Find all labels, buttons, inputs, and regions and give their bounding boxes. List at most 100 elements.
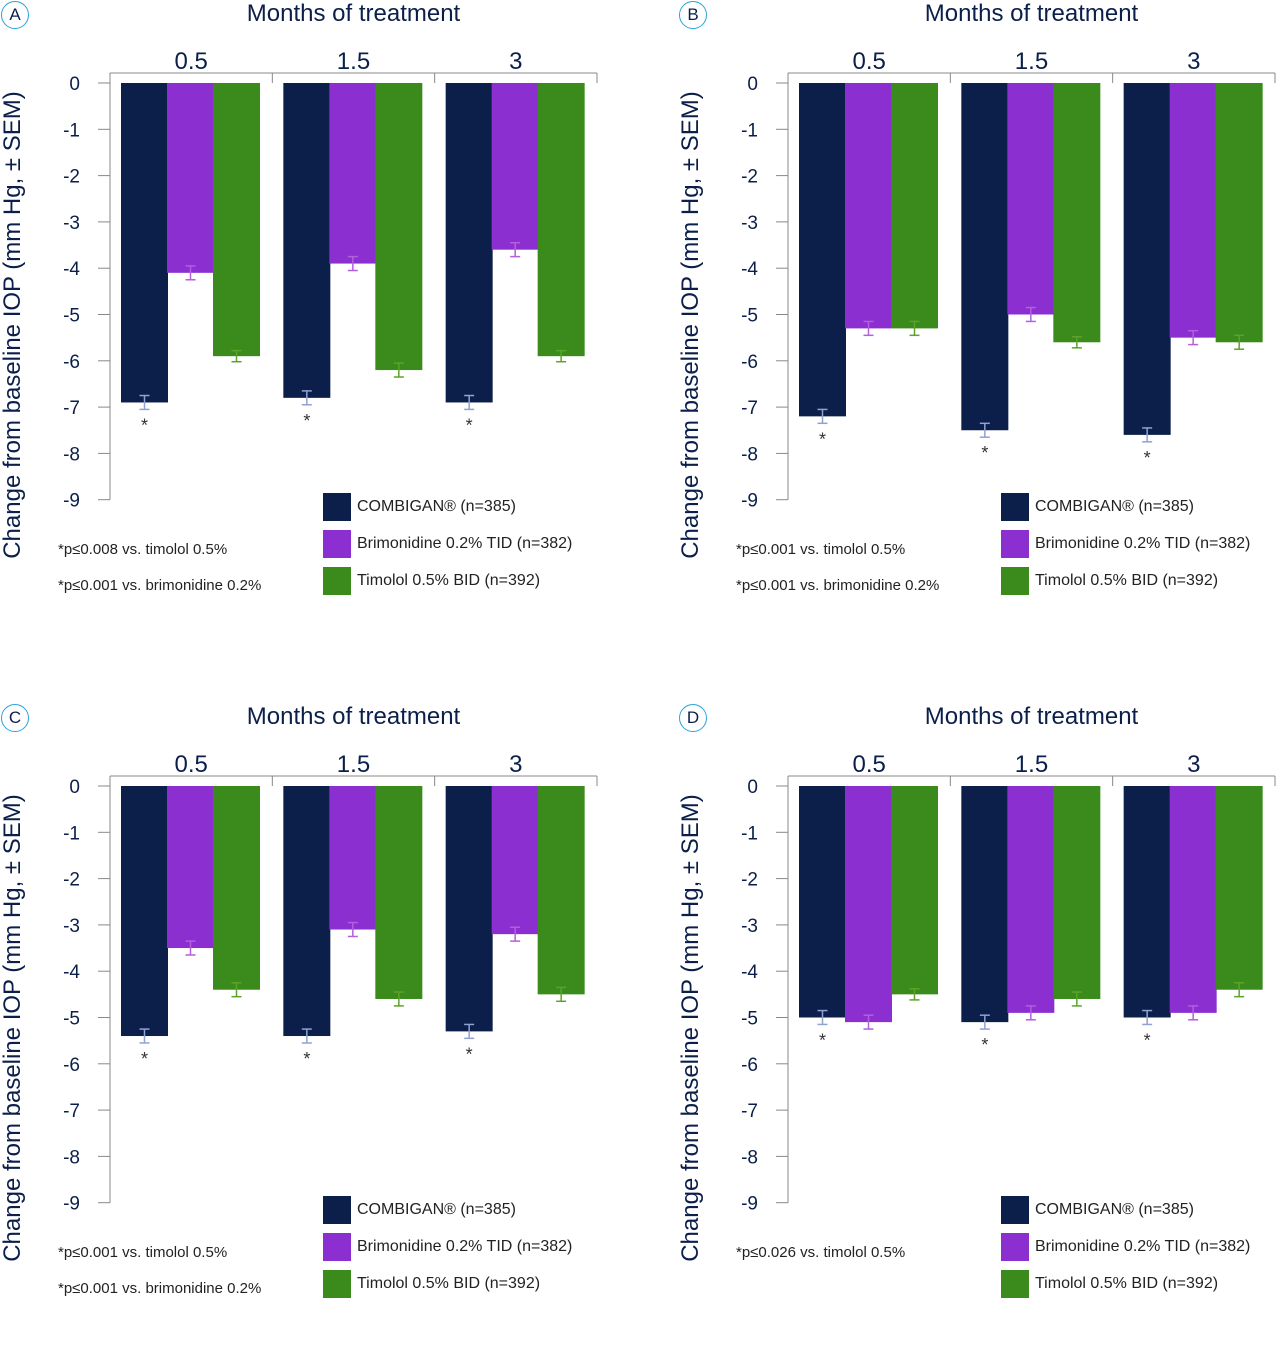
y-tick-label: -7 (741, 1101, 758, 1122)
significance-asterisk: * (466, 415, 473, 435)
x-tick-label: 1.5 (337, 48, 370, 75)
bar-1-2 (1169, 83, 1217, 338)
y-tick-label: -3 (741, 916, 758, 937)
x-axis-title: Months of treatment (924, 703, 1139, 730)
y-tick-label: -1 (741, 823, 758, 844)
legend-label: Timolol 0.5% BID (n=392) (357, 572, 541, 589)
x-tick-label: 3 (509, 48, 522, 75)
footnotes: *p≤0.001 vs. timolol 0.5% *p≤0.001 vs. b… (58, 1244, 261, 1316)
bar-2-0 (891, 83, 938, 329)
y-tick-label: -4 (63, 259, 80, 280)
legend-label: COMBIGAN® (n=385) (357, 1201, 516, 1218)
y-tick-label: -3 (741, 213, 758, 234)
legend-swatch-timolol (1001, 567, 1029, 595)
bar-1-0 (167, 786, 214, 949)
legend-label: COMBIGAN® (n=385) (1035, 498, 1194, 515)
y-tick-label: 0 (747, 74, 758, 95)
significance-asterisk: * (141, 1049, 148, 1069)
bar-0-2 (1123, 786, 1171, 1018)
y-tick-label: -2 (63, 167, 80, 188)
x-axis-title: Months of treatment (246, 703, 461, 730)
y-tick-label: -9 (63, 1194, 80, 1215)
footnotes: *p≤0.026 vs. timolol 0.5% (736, 1244, 905, 1280)
significance-asterisk: * (1144, 448, 1151, 468)
chart-panel-d: D Months of treatment Change from baseli… (677, 703, 1280, 1353)
y-tick-label: -8 (63, 444, 80, 465)
y-tick-label: -6 (741, 1055, 758, 1076)
significance-asterisk: * (141, 415, 148, 435)
significance-asterisk: * (303, 1049, 310, 1069)
bar-0-1 (283, 786, 331, 1037)
x-tick-label: 1.5 (337, 751, 370, 778)
legend-swatch-timolol (1001, 1270, 1029, 1298)
bar-1-1 (1007, 786, 1055, 1013)
bar-2-0 (213, 786, 260, 990)
bar-chart-plot: 0.5 1.5 3 0 -1 -2 -3 -4 -5 -6 -7 -8 -9 * * * (741, 751, 1276, 1215)
legend-label: Brimonidine 0.2% TID (n=382) (357, 535, 573, 552)
x-tick-label: 3 (1187, 751, 1200, 778)
bar-0-2 (445, 786, 493, 1032)
legend-label: Timolol 0.5% BID (n=392) (1035, 1275, 1219, 1292)
bar-chart-plot: 0.5 1.5 3 0 -1 -2 -3 -4 -5 -6 -7 -8 -9 * * * (741, 48, 1276, 512)
legend-swatch-brimonidine (1001, 1233, 1029, 1261)
footnotes: *p≤0.001 vs. timolol 0.5% *p≤0.001 vs. b… (736, 541, 939, 613)
panel-label-badge: D (679, 704, 707, 732)
significance-asterisk: * (819, 429, 826, 449)
y-tick-label: -7 (63, 1101, 80, 1122)
bar-chart-plot: 0.5 1.5 3 0 -1 -2 -3 -4 -5 -6 -7 -8 -9 * * * (63, 751, 598, 1215)
x-tick-label: 0.5 (852, 751, 885, 778)
bar-0-1 (961, 83, 1009, 431)
x-tick-label: 0.5 (174, 48, 207, 75)
panel-label-badge: B (679, 1, 707, 29)
bar-2-1 (1053, 786, 1101, 999)
bar-2-0 (891, 786, 938, 995)
bar-0-0 (121, 83, 168, 403)
bar-1-0 (167, 83, 214, 273)
legend-label: Brimonidine 0.2% TID (n=382) (1035, 535, 1251, 552)
footnote: *p≤0.001 vs. timolol 0.5% (736, 541, 906, 558)
legend-swatch-combigan (1001, 1196, 1029, 1224)
y-tick-label: -9 (741, 1194, 758, 1215)
legend-swatch-timolol (323, 1270, 351, 1298)
bar-2-2 (537, 83, 585, 357)
y-tick-label: -9 (63, 491, 80, 512)
y-tick-label: -6 (63, 352, 80, 373)
y-tick-label: -4 (741, 259, 758, 280)
panel-label-badge: C (1, 704, 29, 732)
footnote: *p≤0.001 vs. timolol 0.5% (58, 1244, 228, 1261)
y-tick-label: -7 (63, 398, 80, 419)
y-tick-label: -5 (741, 306, 758, 327)
significance-asterisk: * (303, 411, 310, 431)
x-tick-label: 3 (1187, 48, 1200, 75)
bar-2-2 (537, 786, 585, 995)
significance-asterisk: * (819, 1030, 826, 1050)
footnote: *p≤0.001 vs. brimonidine 0.2% (58, 577, 262, 594)
y-tick-label: 0 (69, 74, 80, 95)
bar-2-1 (1053, 83, 1101, 343)
bar-0-1 (961, 786, 1009, 1023)
y-tick-label: -3 (63, 213, 80, 234)
footnote: *p≤0.008 vs. timolol 0.5% (58, 541, 228, 558)
x-axis-title: Months of treatment (924, 0, 1139, 27)
y-tick-label: -1 (63, 823, 80, 844)
panel-label-badge: A (1, 1, 29, 29)
bar-2-1 (375, 786, 423, 999)
bar-1-2 (491, 83, 539, 250)
bar-2-2 (1215, 83, 1263, 343)
bar-2-0 (213, 83, 260, 357)
y-tick-label: -6 (63, 1055, 80, 1076)
chart-panel-b: B Months of treatment Change from baseli… (677, 0, 1280, 650)
y-tick-label: -6 (741, 352, 758, 373)
x-tick-label: 3 (509, 751, 522, 778)
footnote: *p≤0.001 vs. brimonidine 0.2% (736, 577, 940, 594)
legend-label: COMBIGAN® (n=385) (357, 498, 516, 515)
legend-label: Timolol 0.5% BID (n=392) (1035, 572, 1219, 589)
bar-1-1 (329, 83, 377, 264)
y-tick-label: -9 (741, 491, 758, 512)
x-tick-label: 1.5 (1015, 751, 1048, 778)
y-tick-label: -2 (741, 167, 758, 188)
legend-swatch-brimonidine (323, 1233, 351, 1261)
y-tick-label: -5 (63, 1009, 80, 1030)
legend-swatch-combigan (1001, 493, 1029, 521)
y-tick-label: 0 (747, 777, 758, 798)
